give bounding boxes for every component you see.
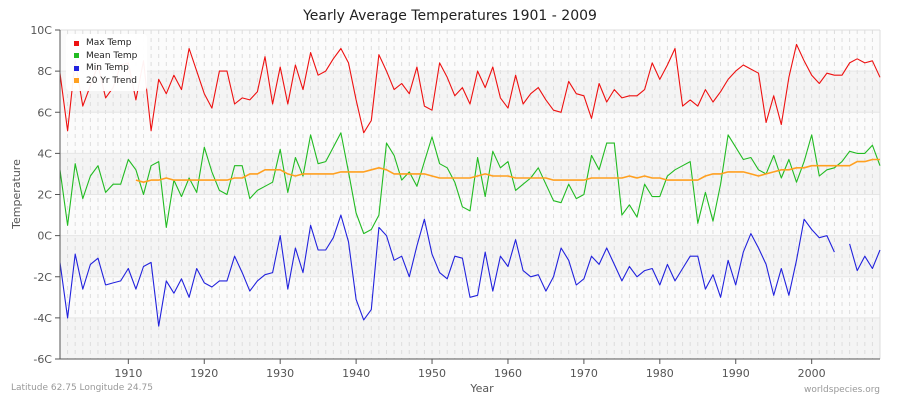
svg-text:-6C: -6C [33,353,52,366]
legend-item-trend: 20 Yr Trend [74,75,137,88]
svg-text:1980: 1980 [646,367,674,380]
svg-text:1930: 1930 [266,367,294,380]
legend-item-mean-temp: Mean Temp [74,50,137,63]
svg-text:1950: 1950 [418,367,446,380]
series-line [59,43,881,134]
legend-label: Min Temp [86,63,129,74]
legend-swatch-icon [74,65,79,71]
legend-swatch-icon [74,53,79,59]
series-line [849,243,881,272]
svg-text:1920: 1920 [190,367,218,380]
legend-label: Mean Temp [86,50,138,61]
svg-text:2000: 2000 [798,367,826,380]
chart-title: Yearly Average Temperatures 1901 - 2009 [303,8,597,24]
svg-text:1990: 1990 [722,367,750,380]
legend-label: 20 Yr Trend [86,75,138,86]
legend-item-max-temp: Max Temp [74,37,137,50]
svg-text:6C: 6C [37,106,52,119]
svg-text:1970: 1970 [570,367,598,380]
svg-text:1940: 1940 [342,367,370,380]
series-line [135,158,880,183]
legend-swatch-icon [74,78,79,84]
svg-text:0C: 0C [37,230,52,243]
legend-label: Max Temp [86,38,132,49]
svg-text:1960: 1960 [494,367,522,380]
location-caption: Latitude 62.75 Longitude 24.75 [11,383,153,393]
chart-legend: Max Temp Mean Temp Min Temp 20 Yr Trend [66,34,148,91]
svg-text:Temperature: Temperature [10,159,23,230]
svg-text:-2C: -2C [33,271,52,284]
svg-text:4C: 4C [37,147,52,160]
series-line [59,132,881,235]
svg-text:Year: Year [469,382,494,395]
source-caption: worldspecies.org [803,385,880,395]
legend-swatch-icon [74,40,79,46]
svg-text:2C: 2C [37,189,52,202]
svg-text:1910: 1910 [114,367,142,380]
series-line [59,214,835,327]
svg-text:10C: 10C [30,24,52,37]
svg-text:8C: 8C [37,65,52,78]
svg-text:-4C: -4C [33,312,52,325]
legend-item-min-temp: Min Temp [74,62,137,75]
